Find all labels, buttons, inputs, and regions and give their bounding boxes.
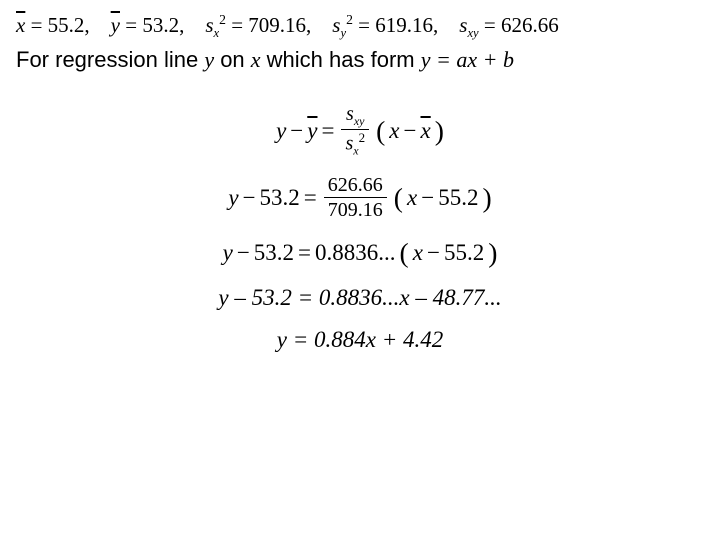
statistics-summary: x = 55.2, y = 53.2, sx2 = 709.16, sy2 = … (16, 12, 704, 41)
ybar-value: 53.2 (142, 13, 179, 37)
equation-5-final: y = 0.884x + 4.42 (16, 327, 704, 353)
equation-4: y – 53.2 = 0.8836...x – 48.77... (16, 285, 704, 311)
equation-1: y − y = sxy sx2 ( x − x ) (16, 103, 704, 158)
xbar-value: 55.2 (48, 13, 85, 37)
sy2-symbol: sy2 (332, 13, 353, 37)
equation-2: y − 53.2 = 626.66 709.16 ( x − 55.2 ) (16, 174, 704, 221)
sx2-value: 709.16 (248, 13, 306, 37)
fraction-sxy-sx2: sxy sx2 (341, 103, 369, 158)
equation-3: y − 53.2 = 0.8836... ( x − 55.2 ) (16, 237, 704, 269)
sxy-symbol: sxy (459, 13, 478, 37)
fraction-numeric: 626.66 709.16 (324, 174, 387, 221)
ybar-symbol: y (111, 13, 120, 37)
xbar-symbol: x (16, 13, 25, 37)
regression-description: For regression line y on x which has for… (16, 47, 704, 73)
equation-derivation: y − y = sxy sx2 ( x − x ) y − 53.2 = 626… (16, 103, 704, 353)
sxy-value: 626.66 (501, 13, 559, 37)
sx2-symbol: sx2 (205, 13, 226, 37)
regression-form: y = ax + b (421, 47, 514, 72)
sy2-value: 619.16 (375, 13, 433, 37)
